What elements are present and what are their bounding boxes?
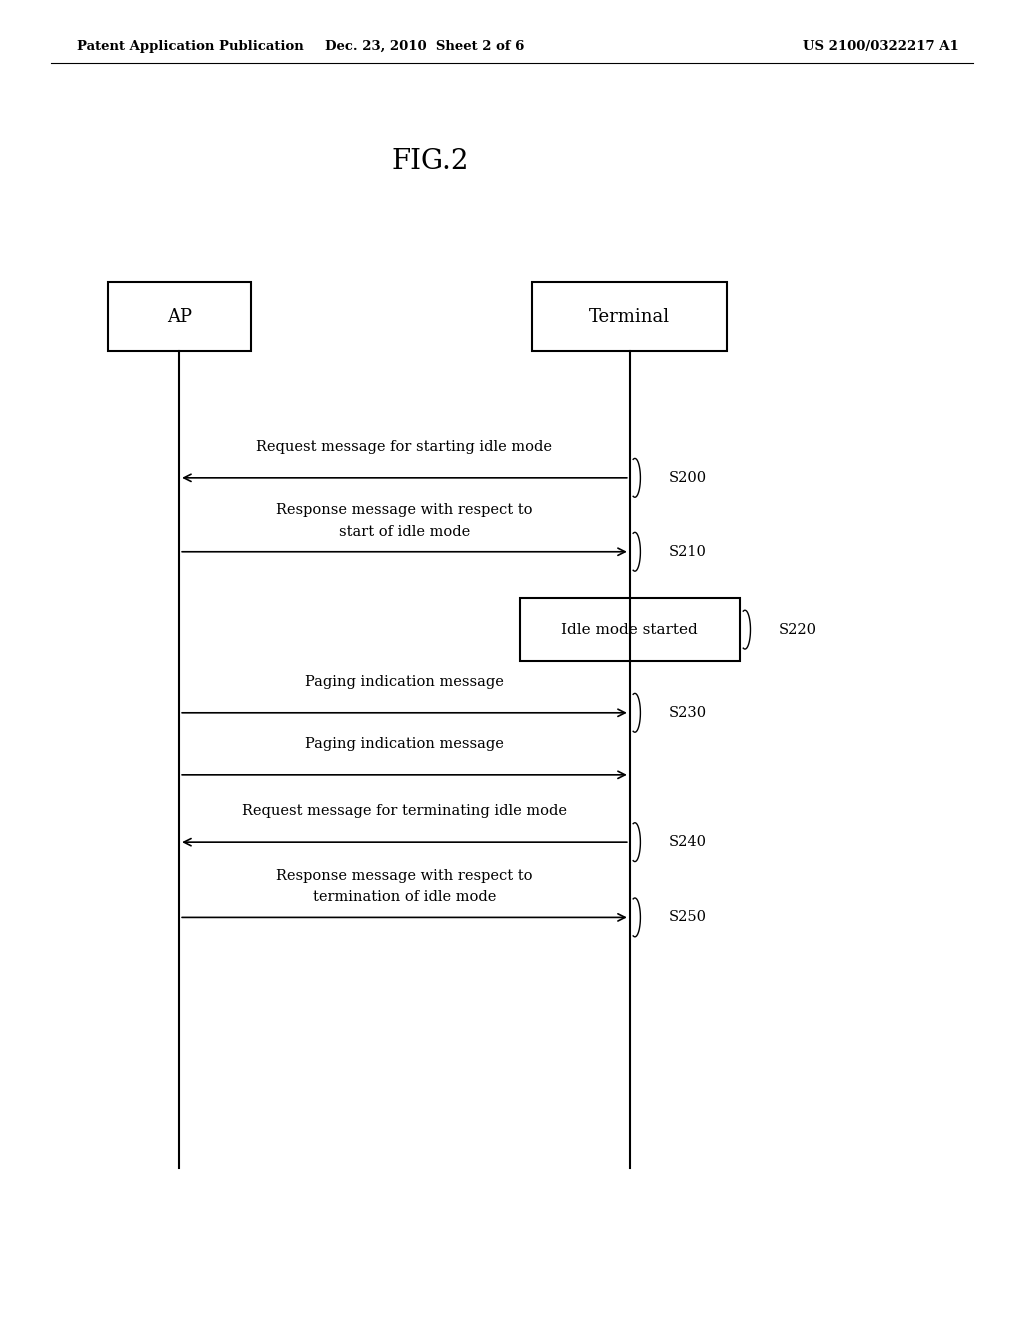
Bar [532, 282, 727, 351]
Text: S210: S210 [669, 545, 707, 558]
Text: Dec. 23, 2010  Sheet 2 of 6: Dec. 23, 2010 Sheet 2 of 6 [326, 40, 524, 53]
Text: Paging indication message: Paging indication message [305, 737, 504, 751]
Text: Idle mode started: Idle mode started [561, 623, 698, 636]
Text: FIG.2: FIG.2 [391, 148, 469, 174]
Text: Paging indication message: Paging indication message [305, 675, 504, 689]
Text: start of idle mode: start of idle mode [339, 524, 470, 539]
Text: Response message with respect to: Response message with respect to [276, 503, 532, 517]
Text: US 2100/0322217 A1: US 2100/0322217 A1 [803, 40, 958, 53]
Bar [108, 282, 251, 351]
Text: S250: S250 [669, 911, 707, 924]
Text: S230: S230 [669, 706, 707, 719]
Text: AP: AP [167, 308, 191, 326]
Bar [519, 598, 739, 661]
Text: Terminal: Terminal [589, 308, 671, 326]
Text: S240: S240 [669, 836, 707, 849]
Text: Patent Application Publication: Patent Application Publication [77, 40, 303, 53]
Text: S200: S200 [669, 471, 707, 484]
Text: S220: S220 [778, 623, 817, 636]
Text: Request message for starting idle mode: Request message for starting idle mode [256, 440, 553, 454]
Text: Request message for terminating idle mode: Request message for terminating idle mod… [242, 804, 567, 818]
Text: termination of idle mode: termination of idle mode [312, 890, 497, 904]
Text: Response message with respect to: Response message with respect to [276, 869, 532, 883]
